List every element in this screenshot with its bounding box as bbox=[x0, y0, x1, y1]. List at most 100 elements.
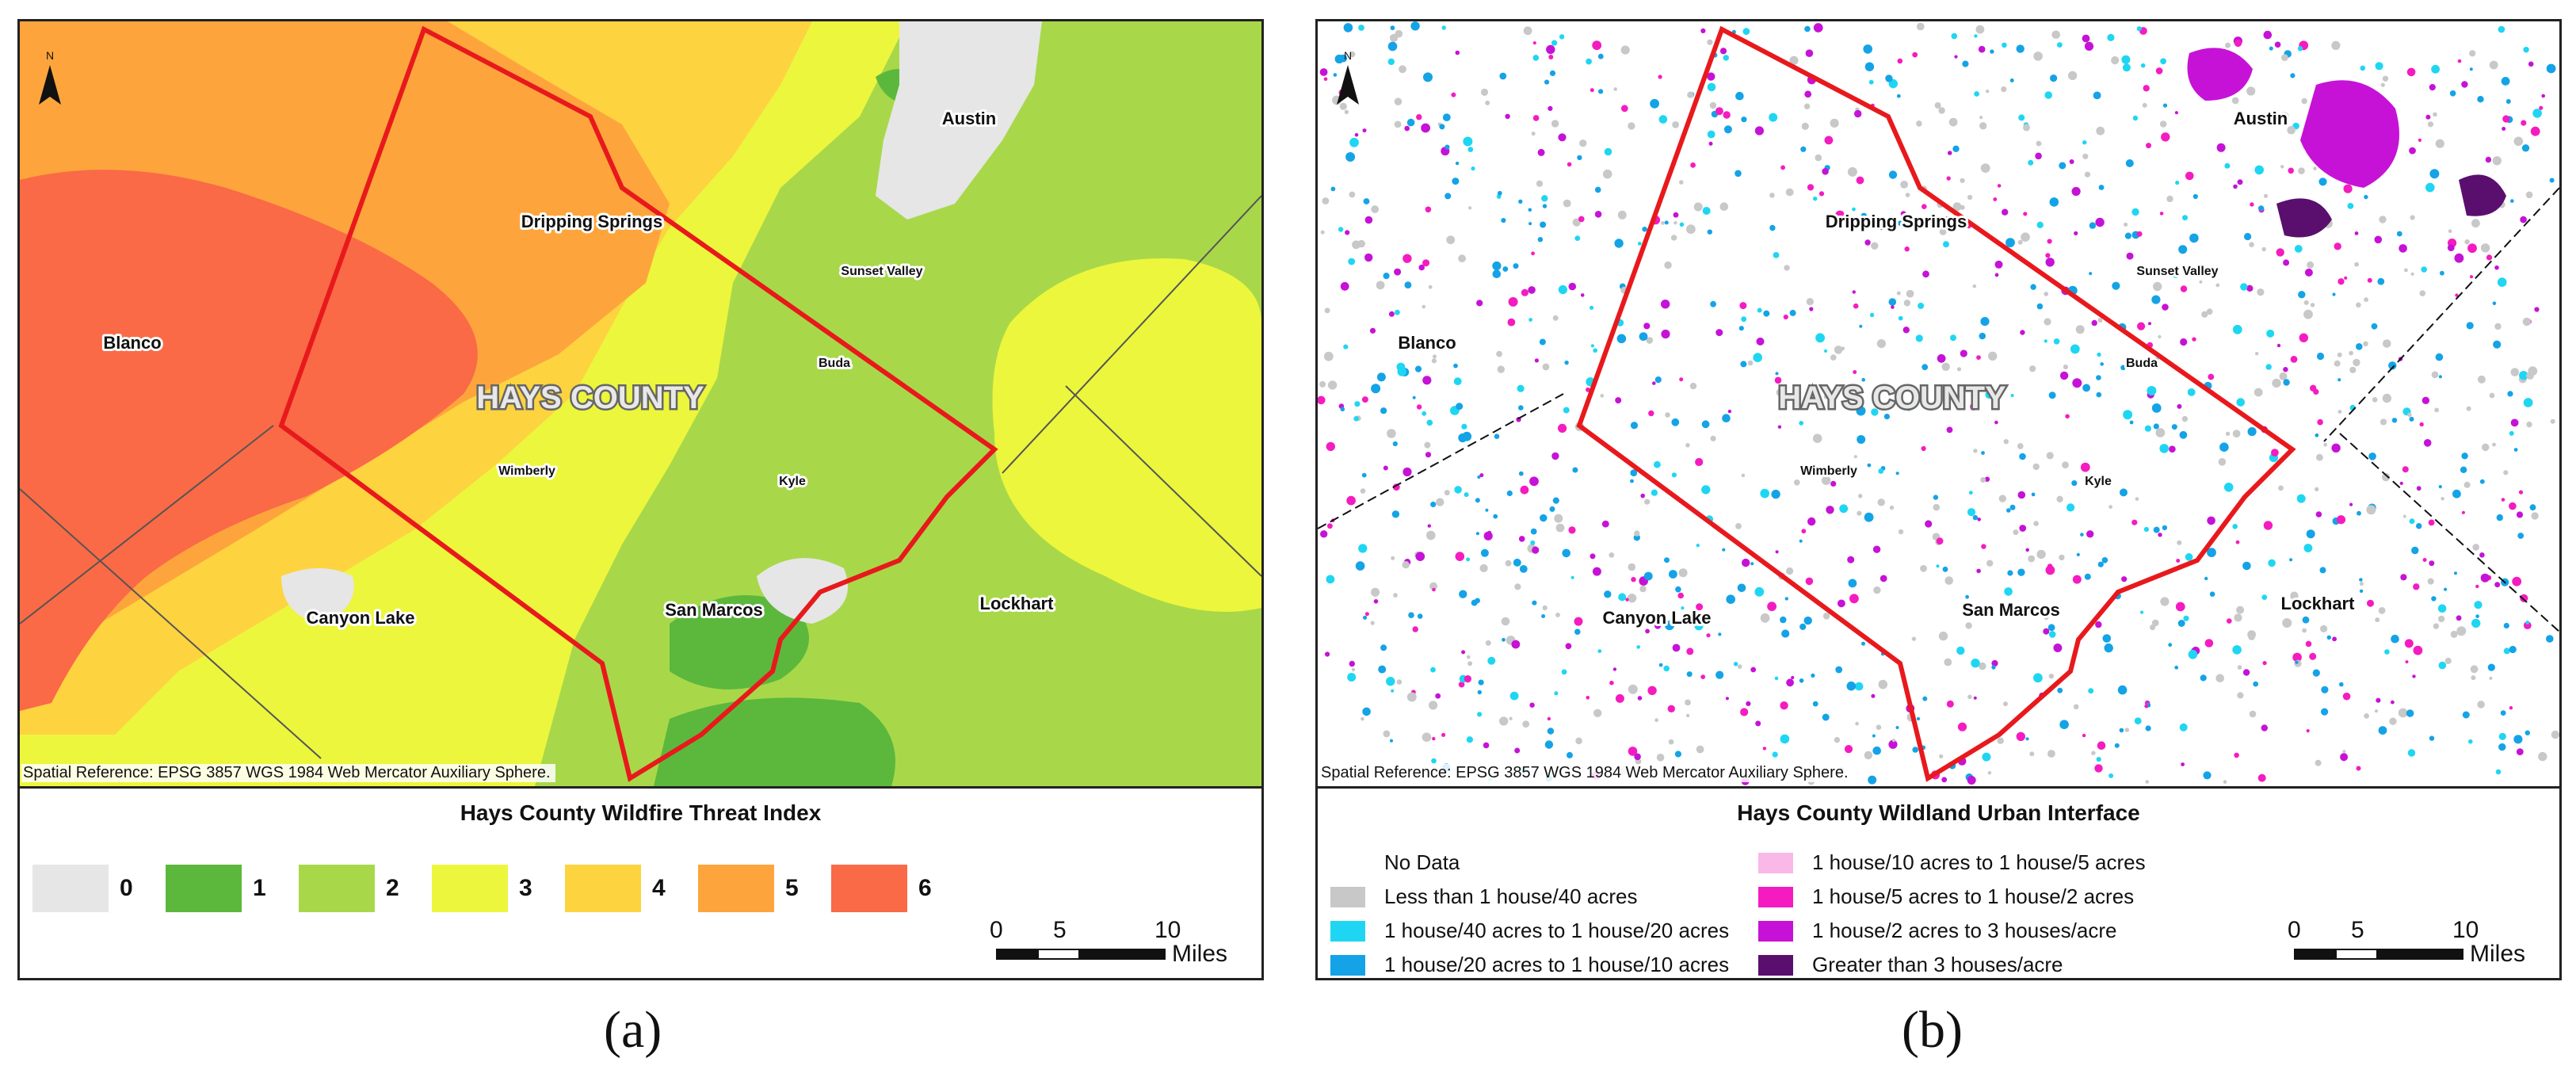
wui-density-dot bbox=[2261, 594, 2268, 600]
wui-density-dot bbox=[1726, 594, 1735, 604]
wui-density-dot bbox=[1822, 168, 1829, 175]
wui-density-dot bbox=[1954, 55, 1958, 59]
wui-density-dot bbox=[2247, 427, 2257, 437]
wui-density-dot bbox=[2088, 688, 2094, 694]
wui-density-dot bbox=[1411, 335, 1415, 340]
wui-density-dot bbox=[2036, 140, 2042, 147]
wui-density-dot bbox=[2512, 576, 2522, 586]
wui-density-dot bbox=[2431, 596, 2437, 602]
wui-density-dot bbox=[1871, 408, 1879, 416]
wui-density-dot bbox=[1799, 623, 1807, 631]
wui-density-dot bbox=[1506, 490, 1513, 497]
wui-density-dot bbox=[1815, 154, 1822, 162]
wui-density-dot bbox=[2268, 559, 2276, 567]
wui-density-dot bbox=[2171, 424, 2177, 430]
wui-density-dot bbox=[2480, 573, 2490, 583]
wui-density-dot bbox=[1518, 199, 1523, 204]
wui-density-dot bbox=[1916, 716, 1921, 721]
wui-density-dot bbox=[2017, 568, 2025, 576]
wui-density-dot bbox=[2471, 618, 2481, 628]
wui-density-dot bbox=[1650, 98, 1659, 109]
wui-density-dot bbox=[2006, 508, 2011, 513]
legend-item-3: 3 bbox=[432, 865, 565, 912]
wui-density-dot bbox=[2030, 284, 2036, 290]
wui-density-dot bbox=[1693, 202, 1703, 212]
wui-density-dot bbox=[1710, 300, 1716, 307]
wui-density-dot bbox=[2399, 481, 2403, 486]
wui-density-dot bbox=[1415, 552, 1425, 561]
wui-density-dot bbox=[1371, 384, 1381, 394]
wui-density-dot bbox=[2402, 514, 2406, 518]
wui-density-dot bbox=[2123, 410, 2133, 420]
wui-density-dot bbox=[2013, 529, 2019, 536]
wui-density-dot bbox=[2155, 67, 2163, 74]
wui-density-dot bbox=[2032, 463, 2040, 471]
wui-density-dot bbox=[1631, 577, 1636, 583]
caption-a: (a) bbox=[604, 1001, 662, 1059]
wui-density-dot bbox=[2067, 503, 2075, 512]
wui-density-dot bbox=[1492, 261, 1502, 271]
wui-density-dot bbox=[1627, 594, 1637, 603]
wui-density-dot bbox=[2480, 243, 2490, 253]
wui-density-dot bbox=[1634, 753, 1641, 761]
wui-density-dot bbox=[1715, 329, 1723, 337]
wui-density-dot bbox=[1685, 699, 1691, 706]
wui-density-dot bbox=[1458, 681, 1465, 688]
wui-density-dot bbox=[2441, 497, 2444, 501]
wui-density-dot bbox=[1558, 423, 1567, 433]
wui-density-dot bbox=[2501, 498, 2505, 502]
wui-density-dot bbox=[1509, 691, 1519, 701]
wui-density-dot bbox=[1981, 451, 1985, 455]
wui-density-dot bbox=[2347, 203, 2354, 209]
legend-item-5: 5 bbox=[698, 865, 831, 912]
wui-density-dot bbox=[2303, 300, 2309, 305]
wui-density-dot bbox=[2180, 285, 2188, 292]
wui-density-dot bbox=[2525, 191, 2533, 199]
wui-density-dot bbox=[2437, 615, 2445, 623]
wui-density-dot bbox=[2096, 392, 2102, 398]
wui-density-dot bbox=[1885, 74, 1893, 82]
wui-density-dot bbox=[2051, 30, 2060, 40]
legend-swatch bbox=[1330, 954, 1365, 976]
wui-density-dot bbox=[1396, 679, 1402, 685]
wui-density-dot bbox=[1950, 334, 1956, 342]
wui-density-dot bbox=[2276, 248, 2284, 257]
wui-density-dot bbox=[1986, 90, 1990, 94]
wui-density-dot bbox=[2464, 239, 2470, 245]
legend-swatch bbox=[698, 865, 774, 912]
wui-density-dot bbox=[1343, 23, 1353, 32]
wui-density-dot bbox=[1912, 747, 1918, 753]
wui-density-dot bbox=[2175, 602, 2185, 612]
threat-zone-1-patch bbox=[654, 697, 895, 786]
wui-density-dot bbox=[1320, 230, 1325, 235]
wui-density-dot bbox=[1674, 751, 1681, 758]
wui-density-dot bbox=[1416, 404, 1422, 410]
wui-density-dot bbox=[1783, 314, 1788, 320]
wui-density-dot bbox=[1394, 120, 1402, 128]
wui-density-dot bbox=[1673, 221, 1677, 225]
wui-density-dot bbox=[1708, 141, 1713, 146]
wui-density-dot bbox=[1507, 318, 1516, 327]
wui-density-dot bbox=[2144, 425, 2151, 432]
wui-density-dot bbox=[2452, 489, 2461, 498]
wui-density-dot bbox=[1391, 510, 1400, 518]
wui-density-dot bbox=[1891, 739, 1896, 743]
wui-density-dot bbox=[1380, 407, 1387, 414]
wui-density-dot bbox=[2425, 182, 2435, 193]
wui-density-dot bbox=[2122, 63, 2131, 72]
wui-density-dot bbox=[1888, 170, 1898, 179]
wui-density-dot bbox=[1346, 495, 1356, 506]
wui-density-dot bbox=[1497, 190, 1502, 196]
wui-density-dot bbox=[1453, 377, 1462, 386]
wui-density-dot bbox=[2288, 167, 2294, 174]
wui-density-dot bbox=[1376, 372, 1386, 382]
wui-density-dot bbox=[1417, 613, 1423, 619]
wui-density-dot bbox=[2295, 660, 2299, 664]
wui-density-dot bbox=[1844, 745, 1853, 754]
wui-density-dot bbox=[2471, 219, 2480, 228]
wui-density-dot bbox=[2209, 591, 2215, 597]
wui-density-dot bbox=[2428, 519, 2435, 526]
wui-density-dot bbox=[2075, 325, 2085, 334]
wui-density-dot bbox=[1967, 194, 1973, 201]
wui-density-dot bbox=[1857, 510, 1862, 516]
